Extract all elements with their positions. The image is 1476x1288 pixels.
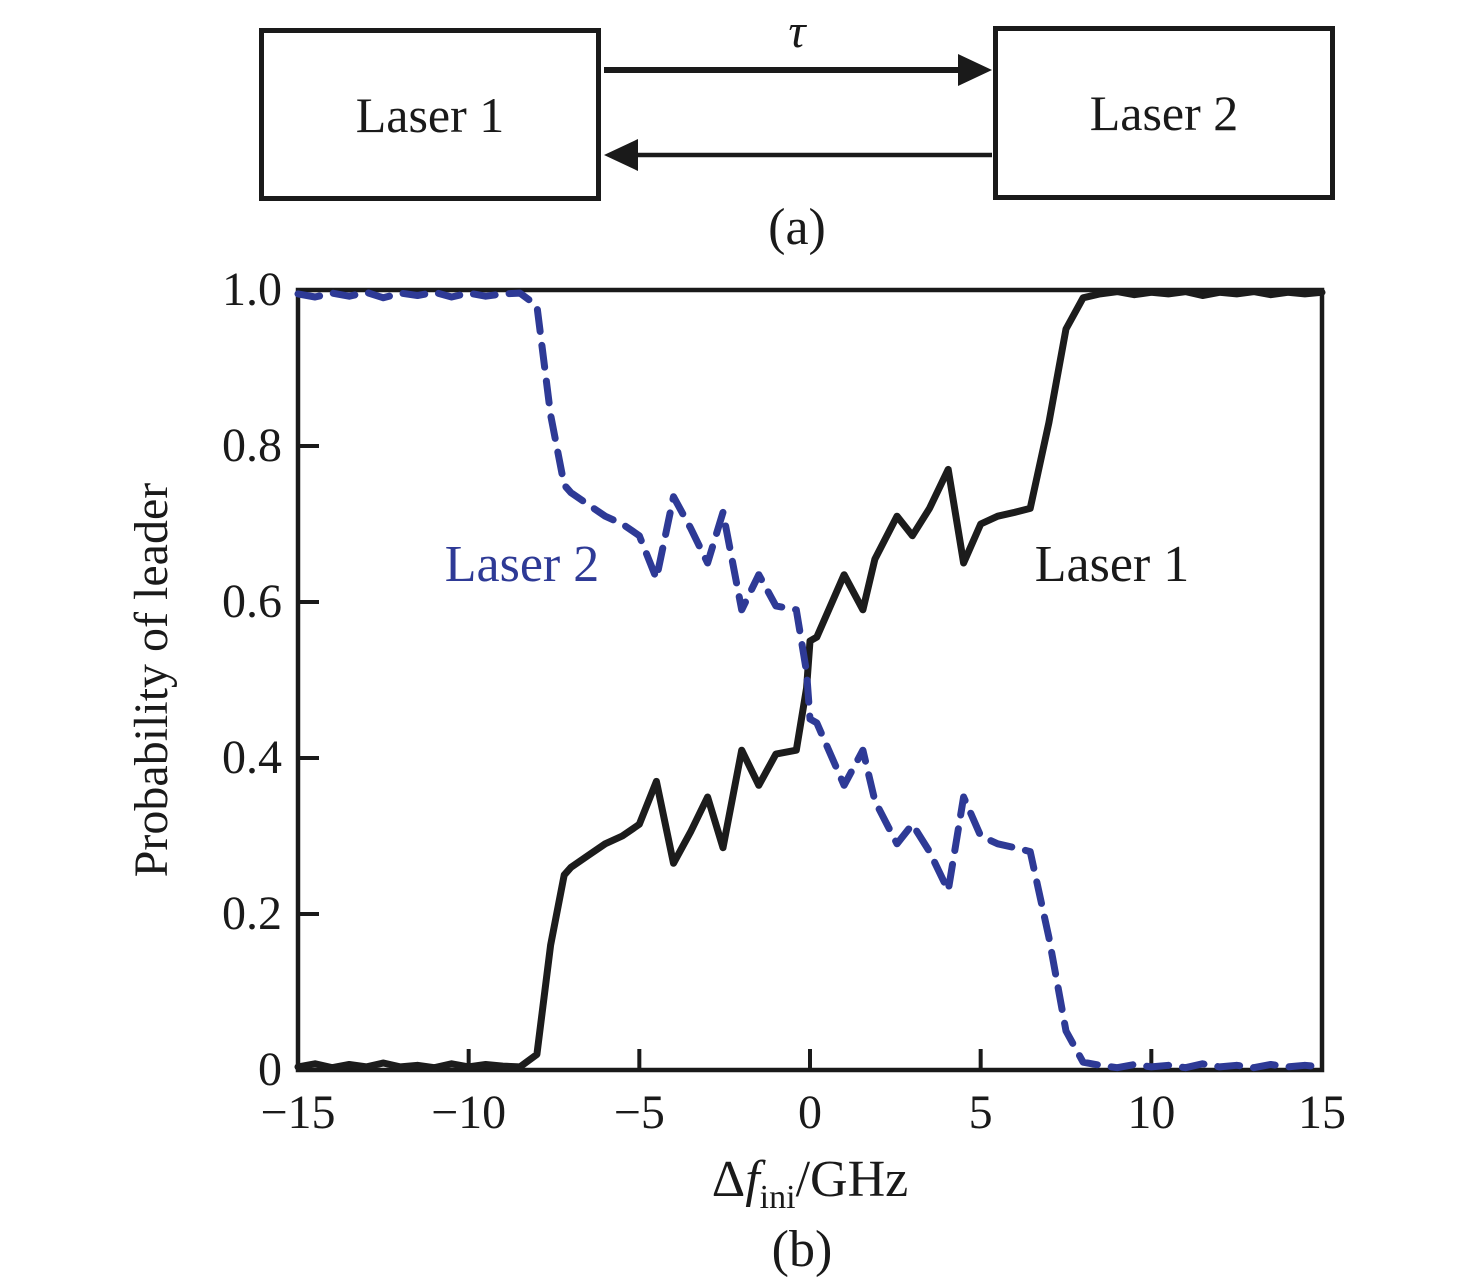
laser2-curve-label: Laser 2: [444, 536, 600, 593]
y-axis-title: Probability of leader: [125, 482, 178, 878]
x-tick-label: 0: [798, 1086, 822, 1139]
x-axis-title-symbol: Δf: [712, 1151, 760, 1208]
laser1-curve-label: Laser 1: [1034, 536, 1190, 593]
x-tick-label: 15: [1298, 1086, 1346, 1139]
coupling-delay-label: τ: [788, 5, 806, 58]
panel-b-label: (b): [771, 1221, 833, 1278]
laser1-box-label: Laser 1: [355, 86, 505, 143]
x-axis-title-subscript: ini: [759, 1179, 796, 1216]
x-tick-label: 5: [968, 1086, 993, 1139]
laser2-curve: [294, 288, 1326, 1072]
plot-border: [295, 287, 1325, 1073]
laser1-box: Laser 1: [259, 28, 601, 201]
arrow-right-head-icon: [958, 54, 992, 86]
arrow-left-head-icon: [604, 139, 638, 171]
laser2-box-label: Laser 2: [1089, 85, 1239, 141]
chart-layer: [294, 287, 1326, 1073]
y-tick-label: 0.8: [222, 419, 282, 472]
y-tick-label: 0.6: [222, 575, 282, 628]
coupling-arrows: [604, 54, 992, 171]
x-axis-title-delta: Δ: [711, 1151, 746, 1208]
x-axis-title-unit: /GHz: [795, 1151, 909, 1208]
y-tick-label: 0.4: [222, 731, 282, 784]
x-tick-label: 10: [1127, 1086, 1176, 1139]
x-tick-label: −10: [431, 1086, 507, 1139]
x-tick-label: −5: [613, 1086, 665, 1139]
x-tick-label: −15: [260, 1086, 336, 1139]
y-tick-label: 1.0: [222, 263, 282, 316]
panel-a-label: (a): [768, 199, 826, 256]
x-axis-title-f: f: [745, 1151, 760, 1208]
x-axis-title: Δfini/GHz: [610, 1150, 1010, 1216]
y-tick-label: 0: [258, 1043, 282, 1096]
laser2-box: Laser 2: [993, 26, 1335, 200]
y-tick-label: 0.2: [222, 887, 282, 940]
